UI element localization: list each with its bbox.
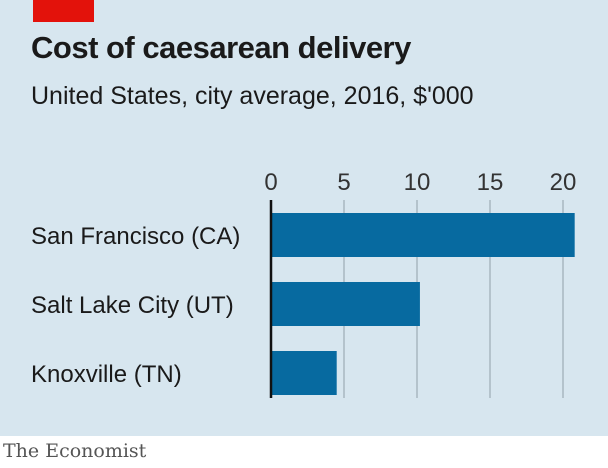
chart-panel: Cost of caesarean delivery United States… [0,0,608,436]
chart-title: Cost of caesarean delivery [31,30,411,65]
chart-subtitle: United States, city average, 2016, $'000 [31,82,474,110]
x-tick-label: 10 [404,169,431,196]
bar [271,351,337,395]
source-logo: The Economist [3,440,147,462]
category-label: Knoxville (TN) [31,361,182,388]
x-tick-label: 0 [264,169,277,196]
category-label: Salt Lake City (UT) [31,292,234,319]
brand-red-tab [33,0,94,22]
x-tick-label: 15 [477,169,504,196]
x-tick-label: 5 [337,169,350,196]
bar [271,282,420,326]
x-tick-label: 20 [550,169,577,196]
bar [271,213,575,257]
category-label: San Francisco (CA) [31,223,240,250]
bar-chart: 0 5 10 15 20 San Francisco (CA) Salt Lake City… [31,169,577,398]
